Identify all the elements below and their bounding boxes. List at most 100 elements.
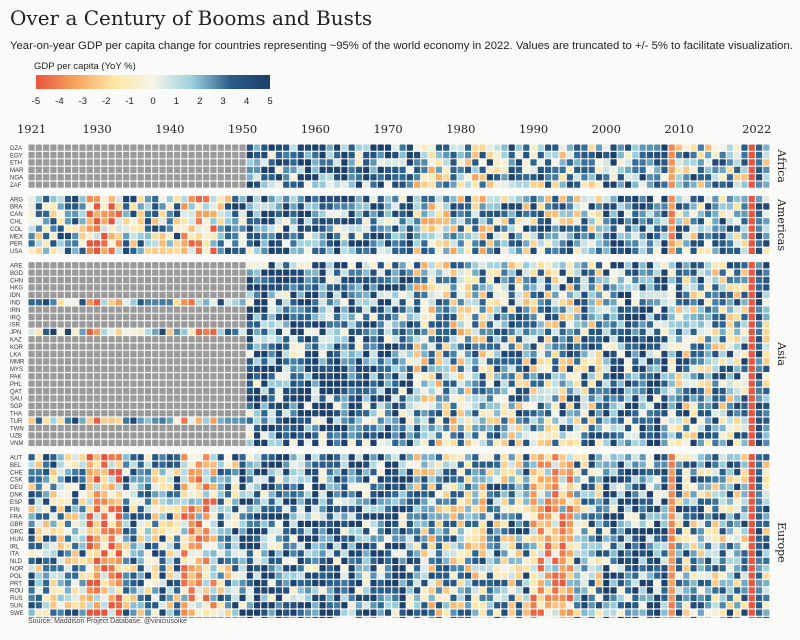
heat-cell [705,276,712,284]
heat-cell [130,424,137,432]
heat-cell [173,195,181,203]
heat-cell [341,181,348,188]
heat-cell [464,365,472,372]
heat-cell [392,336,399,343]
heat-cell [261,210,268,217]
heat-cell [304,395,312,402]
heat-cell [712,144,719,151]
heat-cell [261,195,268,203]
heat-cell [166,269,173,276]
heat-cell [486,350,493,358]
heat-cell [290,454,297,461]
heat-cell [35,269,42,276]
heat-cell [421,269,428,276]
heat-cell [246,321,253,328]
heat-cell [72,151,79,159]
heat-cell [486,291,493,298]
heat-cell [494,380,501,387]
heat-cell [697,306,704,313]
heat-cell [443,159,450,166]
country-label: TUR [10,419,23,425]
heat-cell [210,461,217,468]
heat-cell [166,291,173,298]
heat-cell [312,328,319,335]
heat-cell [646,218,654,225]
heat-cell [363,195,370,203]
heat-cell [384,313,392,321]
heat-cell [203,269,210,276]
heat-cell [326,210,333,217]
heat-cell [173,476,181,483]
heat-cell [581,144,588,151]
heat-cell [254,395,261,402]
heat-cell [508,291,515,298]
heat-cell [137,520,144,527]
heat-cell [108,373,115,380]
heat-cell [239,417,246,424]
heat-cell [763,225,770,232]
heat-cell [254,513,261,520]
heat-cell [137,336,144,343]
heat-cell [421,402,428,409]
heat-cell [254,350,261,358]
heat-cell [566,505,573,513]
heat-cell [617,284,624,291]
heat-cell [421,350,428,358]
heat-cell [304,284,312,291]
heat-cell [748,174,755,181]
heat-cell [588,306,595,313]
heat-cell [603,210,610,217]
heat-cell [217,195,224,203]
heat-cell [617,151,624,159]
heat-cell [384,380,392,387]
heat-cell [319,166,326,173]
heat-cell [72,306,79,313]
heat-cell [144,350,152,358]
country-label: CHN [10,278,23,284]
heat-cell [93,417,101,424]
heat-cell [428,373,435,380]
heat-cell [574,491,581,498]
heat-cell [101,159,108,166]
heat-cell [392,505,399,513]
heat-cell [72,343,79,350]
heat-cell [661,313,668,321]
heat-cell [472,203,479,210]
heat-cell [625,203,632,210]
heat-cell [159,513,166,520]
heat-cell [246,365,253,372]
heat-cell [232,395,239,402]
heat-cell [232,225,239,232]
heat-cell [697,513,704,520]
heat-cell [181,461,188,468]
heat-cell [195,505,202,513]
heat-cell [683,380,690,387]
heat-cell [399,432,406,439]
heat-cell [254,166,261,173]
heat-cell [35,210,42,217]
heat-cell [726,276,734,284]
heat-cell [726,387,734,395]
heat-cell [261,203,268,210]
heat-cell [464,336,472,343]
heat-cell [152,195,159,203]
heat-cell [544,513,552,520]
heat-cell [610,380,617,387]
heat-cell [246,181,253,188]
heat-cell [755,232,763,240]
heat-cell [588,432,595,439]
heat-cell [479,232,486,240]
country-label: BRA [10,205,22,211]
heat-cell [384,269,392,276]
heat-cell [479,380,486,387]
heat-cell [326,454,333,461]
heat-cell [79,225,86,232]
heat-cell [341,402,348,409]
heat-cell [246,291,253,298]
heat-cell [508,203,515,210]
heat-cell [690,395,697,402]
heat-cell [464,373,472,380]
heat-cell [348,395,355,402]
heat-cell [741,269,748,276]
heat-cell [472,513,479,520]
